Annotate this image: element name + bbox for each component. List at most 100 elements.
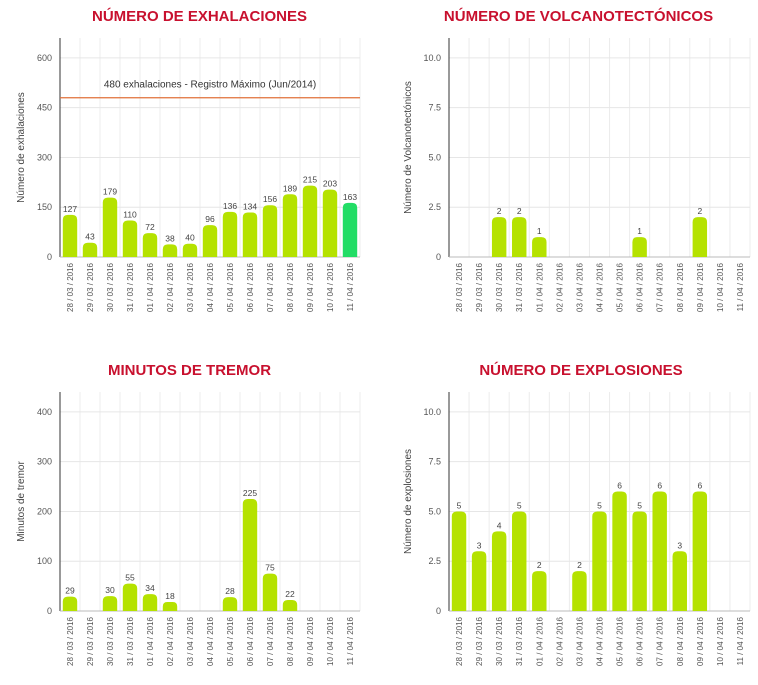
bar-value-label: 30 [105,585,115,595]
bar-value-label: 5 [597,500,602,510]
bar-value-label: 34 [145,583,155,593]
x-tick-label: 01 / 04 / 2016 [535,262,544,311]
x-tick-label: 10 / 04 / 2016 [716,616,725,665]
bar-value-label: 18 [165,591,175,601]
x-tick-label: 06 / 04 / 2016 [636,616,645,665]
bar-value-label: 6 [697,481,702,491]
bar [182,243,198,257]
bar [302,185,318,257]
bar-value-label: 203 [323,179,337,189]
bar-value-label: 28 [225,586,235,596]
bar [262,205,278,257]
x-tick-label: 30 / 03 / 2016 [495,262,504,311]
x-tick-label: 11 / 04 / 2016 [736,262,745,311]
bar-value-label: 179 [103,187,117,197]
y-tick-label: 100 [37,556,52,566]
x-tick-label: 07 / 04 / 2016 [266,616,275,665]
x-tick-label: 07 / 04 / 2016 [656,616,665,665]
bar-value-label: 127 [63,204,77,214]
y-tick-label: 450 [37,103,52,113]
chart-plot: 0 100 200 300 400 Minutos de tremor 29 28 / 03 … [16,392,361,666]
x-tick-label: 29 / 03 / 2016 [86,616,95,665]
bar [122,220,138,257]
x-tick-label: 11 / 04 / 2016 [346,616,355,665]
y-tick-label: 150 [37,202,52,212]
bar [162,244,178,257]
x-tick-label: 10 / 04 / 2016 [716,262,725,311]
bar-value-label: 40 [185,233,195,243]
x-tick-label: 01 / 04 / 2016 [535,616,544,665]
reference-line-label: 480 exhalaciones - Registro Máximo (Jun/… [104,80,316,91]
x-tick-label: 28 / 03 / 2016 [455,262,464,311]
y-tick-label: 0 [47,606,52,616]
chart-volcanotectonicos: NÚMERO DE VOLCANOTECTÓNICOS 0 2.5 5.0 7.5 10… [379,0,758,342]
y-tick-label: 2.5 [428,202,441,212]
x-tick-label: 06 / 04 / 2016 [246,262,255,311]
x-tick-label: 04 / 04 / 2016 [206,262,215,311]
x-tick-label: 28 / 03 / 2016 [66,616,75,665]
bar-value-label: 6 [657,481,662,491]
x-tick-label: 09 / 04 / 2016 [696,616,705,665]
y-tick-label: 0 [47,252,52,262]
bar [692,491,708,611]
x-tick-label: 30 / 03 / 2016 [495,616,504,665]
bar [242,499,258,611]
x-tick-label: 28 / 03 / 2016 [455,616,464,665]
x-tick-label: 10 / 04 / 2016 [326,616,335,665]
x-tick-label: 04 / 04 / 2016 [596,616,605,665]
y-tick-label: 7.5 [428,103,441,113]
bar [342,202,358,257]
chart-explosiones: NÚMERO DE EXPLOSIONES 0 2.5 5.0 7.5 10.0 Núme… [379,342,758,685]
x-tick-label: 08 / 04 / 2016 [286,262,295,311]
bar-value-label: 43 [85,232,95,242]
x-tick-label: 29 / 03 / 2016 [86,262,95,311]
bar [512,511,527,611]
x-tick-label: 03 / 04 / 2016 [186,262,195,311]
bar [202,225,218,257]
x-tick-label: 09 / 04 / 2016 [306,616,315,665]
bar [491,531,507,611]
bar-value-label: 134 [243,202,257,212]
x-tick-label: 04 / 04 / 2016 [206,616,215,665]
bar [122,583,138,611]
y-tick-label: 5.0 [428,152,441,162]
chart-title: NÚMERO DE EXHALACIONES [91,8,308,25]
bar [532,237,547,257]
x-tick-label: 01 / 04 / 2016 [146,616,155,665]
bar [282,600,298,611]
bar [262,573,278,611]
bar [652,491,667,611]
bar [451,511,467,611]
x-tick-label: 08 / 04 / 2016 [286,616,295,665]
bar-value-label: 163 [343,192,357,202]
bar [692,217,708,257]
chart-title: NÚMERO DE EXPLOSIONES [479,362,683,379]
bar [142,594,158,611]
x-tick-label: 29 / 03 / 2016 [475,262,484,311]
bar-value-label: 75 [265,563,275,573]
x-tick-label: 08 / 04 / 2016 [676,262,685,311]
chart-exhalaciones: NÚMERO DE EXHALACIONES 0 150 300 450 600 Núme… [0,0,379,342]
bar-value-label: 136 [223,201,237,211]
y-tick-label: 0 [436,606,441,616]
x-tick-label: 03 / 04 / 2016 [575,262,584,311]
x-tick-label: 11 / 04 / 2016 [736,616,745,665]
bar-value-label: 1 [637,226,642,236]
bar [592,511,607,611]
x-tick-label: 31 / 03 / 2016 [126,616,135,665]
bar-value-label: 156 [263,194,277,204]
bar [322,189,338,257]
bar-value-label: 22 [285,589,295,599]
bar-value-label: 2 [537,560,542,570]
x-tick-label: 10 / 04 / 2016 [326,262,335,311]
x-tick-label: 01 / 04 / 2016 [146,262,155,311]
bar-value-label: 38 [165,233,175,243]
x-tick-label: 02 / 04 / 2016 [166,262,175,311]
bar [142,233,158,257]
bar [612,491,627,611]
x-tick-label: 05 / 04 / 2016 [616,262,625,311]
bar-value-label: 1 [537,226,542,236]
x-tick-label: 06 / 04 / 2016 [246,616,255,665]
x-tick-label: 07 / 04 / 2016 [266,262,275,311]
y-tick-label: 0 [436,252,441,262]
